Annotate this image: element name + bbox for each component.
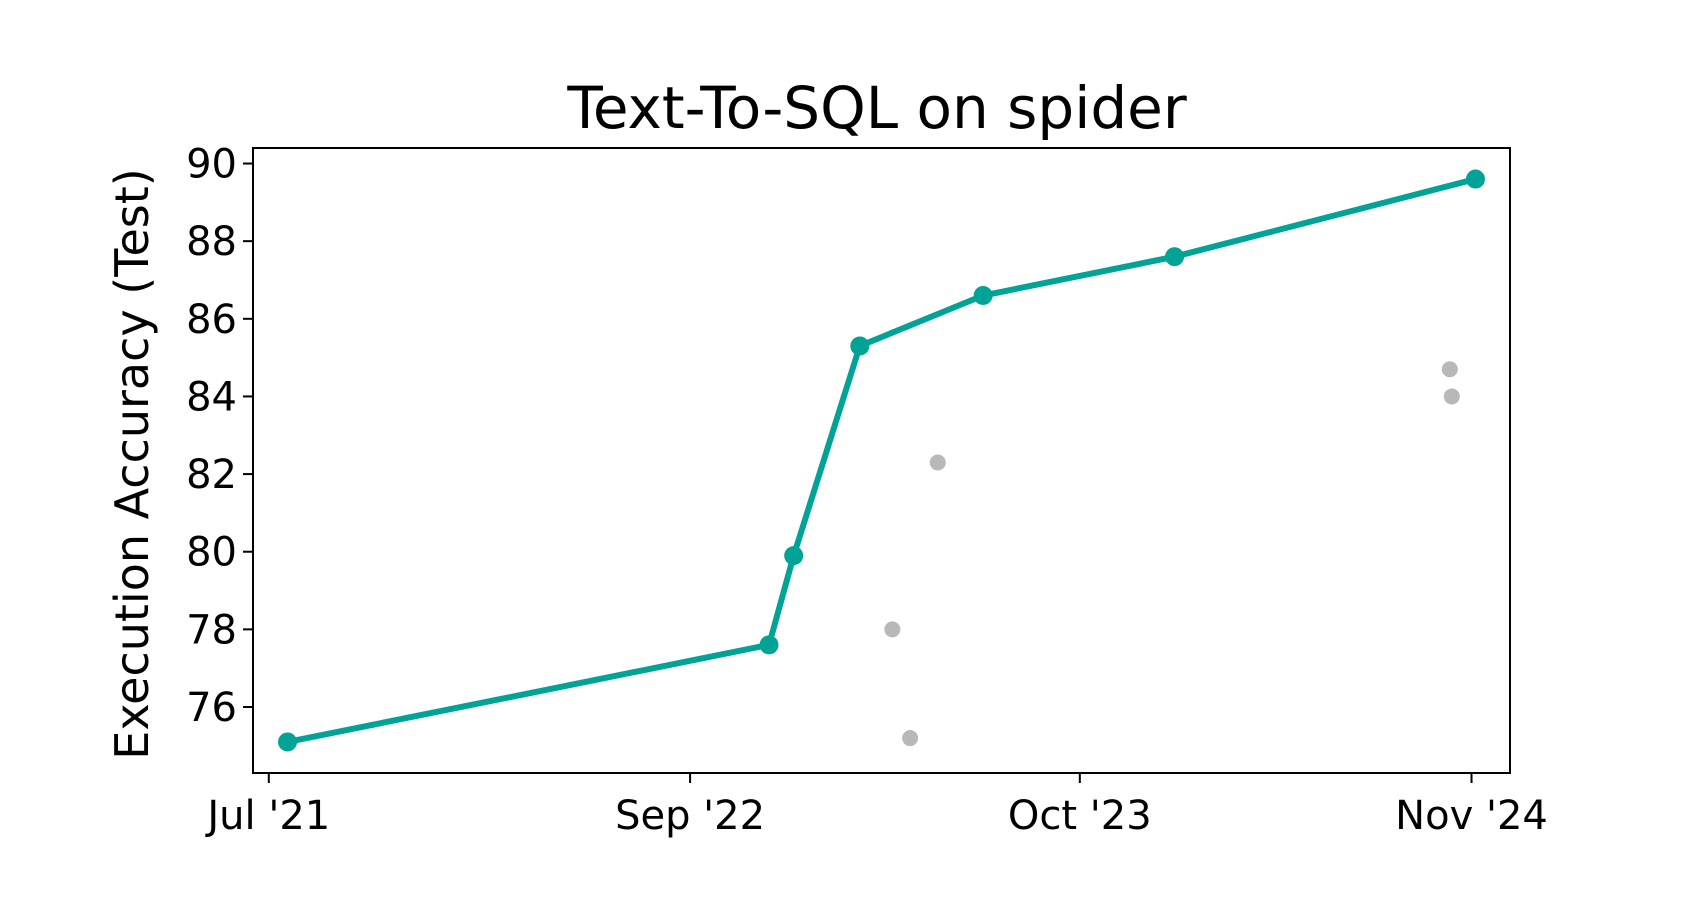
- y-tick-label: 76: [186, 685, 237, 731]
- chart-title: Text-To-SQL on spider: [566, 74, 1187, 142]
- y-tick-label: 86: [186, 297, 237, 343]
- y-tick-label: 90: [186, 142, 237, 188]
- sota-point: [850, 336, 870, 356]
- chart-marks: [278, 169, 1485, 752]
- x-tick-label: Jul '21: [204, 793, 330, 839]
- sota-trend-line: [284, 176, 1479, 745]
- y-tick-label: 82: [186, 452, 237, 498]
- x-tick-label: Oct '23: [1008, 793, 1152, 839]
- y-tick-label: 84: [186, 374, 237, 420]
- other-result-point: [929, 454, 946, 471]
- sota-point: [278, 732, 298, 752]
- other-result-point: [884, 621, 901, 638]
- other-result-point: [902, 730, 919, 747]
- x-axis-ticks: Jul '21 Sep '22 Oct '23 Nov '24: [204, 773, 1548, 839]
- sota-point: [759, 635, 779, 655]
- y-tick-label: 78: [186, 607, 237, 653]
- x-tick-label: Nov '24: [1395, 793, 1548, 839]
- y-tick-label: 80: [186, 530, 237, 576]
- y-tick-label: 88: [186, 219, 237, 265]
- other-result-point: [1443, 388, 1460, 405]
- sota-point: [1165, 247, 1185, 267]
- y-axis-ticks: 76 78 80 82 84 86 88 90: [186, 142, 253, 731]
- y-axis-label: Execution Accuracy (Test): [105, 168, 159, 759]
- x-tick-label: Sep '22: [615, 793, 765, 839]
- sota-point: [784, 546, 804, 566]
- other-result-point: [1441, 361, 1458, 378]
- sota-point: [1465, 169, 1485, 189]
- plot-area-frame: [252, 147, 1511, 774]
- sota-point: [973, 286, 993, 306]
